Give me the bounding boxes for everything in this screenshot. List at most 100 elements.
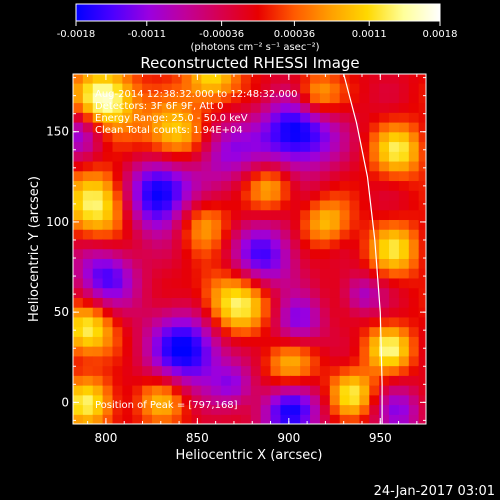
heatmap-cell — [152, 414, 163, 424]
heatmap-cell — [102, 355, 114, 367]
heatmap-cell — [280, 219, 291, 230]
heatmap-cell — [379, 316, 390, 328]
heatmap-cell — [142, 385, 153, 396]
heatmap-cell — [122, 151, 133, 162]
heatmap-cell — [211, 346, 222, 357]
heatmap-cell — [161, 385, 173, 396]
heatmap-cell — [300, 131, 311, 143]
heatmap-cell — [300, 102, 311, 113]
heatmap-cell — [92, 375, 104, 386]
heatmap-cell — [201, 258, 212, 269]
heatmap-cell — [122, 160, 133, 172]
heatmap-cell — [201, 190, 212, 201]
heatmap-cell — [369, 287, 380, 298]
heatmap-cell — [359, 170, 370, 182]
heatmap-cell — [319, 385, 331, 396]
heatmap-cell — [369, 404, 380, 415]
heatmap-cell — [171, 414, 183, 424]
heatmap-cell — [73, 151, 84, 162]
heatmap-cell — [142, 83, 153, 94]
heatmap-cell — [122, 346, 133, 357]
heatmap-cell — [418, 151, 426, 162]
heatmap-cell — [359, 83, 370, 94]
heatmap-cell — [359, 297, 370, 308]
heatmap-cell — [270, 121, 282, 133]
heatmap-cell — [152, 131, 163, 143]
heatmap-cell — [240, 268, 252, 279]
heatmap-cell — [270, 92, 282, 104]
heatmap-cell — [280, 297, 291, 308]
heatmap-cell — [181, 248, 193, 259]
heatmap-cell — [389, 258, 400, 269]
heatmap-cell — [329, 258, 341, 269]
heatmap-cell — [231, 74, 242, 84]
heatmap-cell — [132, 404, 143, 415]
heatmap-cell — [82, 190, 94, 201]
heatmap-cell — [191, 131, 202, 143]
heatmap-cell — [398, 375, 410, 386]
heatmap-cell — [389, 414, 400, 424]
heatmap-cell — [73, 112, 84, 123]
heatmap-cell — [349, 83, 361, 94]
heatmap-cell — [92, 112, 104, 123]
heatmap-cell — [191, 141, 202, 152]
heatmap-cell — [408, 375, 420, 386]
heatmap-cell — [300, 92, 311, 104]
heatmap-cell — [132, 277, 143, 289]
heatmap-cell — [329, 170, 341, 182]
heatmap-cell — [142, 121, 153, 133]
heatmap-cell — [408, 102, 420, 113]
heatmap-cell — [418, 414, 426, 424]
heatmap-cell — [181, 229, 193, 240]
heatmap-cell — [349, 316, 361, 328]
heatmap-cell — [142, 170, 153, 182]
heatmap-cell — [132, 365, 143, 376]
heatmap-cell — [161, 151, 173, 162]
heatmap-cell — [250, 375, 262, 386]
heatmap-cell — [280, 287, 291, 298]
x-tick-label: 850 — [186, 431, 209, 445]
heatmap-cell — [152, 404, 163, 415]
heatmap-cell — [161, 219, 173, 230]
heatmap-cell — [201, 307, 212, 318]
heatmap-cell — [280, 365, 291, 376]
heatmap-cell — [300, 404, 311, 415]
heatmap-cell — [221, 414, 232, 424]
heatmap-cell — [142, 355, 153, 367]
heatmap-cell — [379, 277, 390, 289]
heatmap-cell — [73, 141, 84, 152]
heatmap-cell — [240, 277, 252, 289]
heatmap-cell — [240, 190, 252, 201]
heatmap-cell — [389, 316, 400, 328]
heatmap-cell — [132, 151, 143, 162]
heatmap-cell — [92, 365, 104, 376]
heatmap-cell — [211, 102, 222, 113]
heatmap-cell — [102, 375, 114, 386]
heatmap-cell — [290, 248, 301, 259]
heatmap-cell — [359, 102, 370, 113]
heatmap-cell — [82, 83, 94, 94]
heatmap-cell — [240, 307, 252, 318]
heatmap-cell — [201, 121, 212, 133]
heatmap-cell — [211, 190, 222, 201]
heatmap-cell — [82, 170, 94, 182]
heatmap-cell — [102, 365, 114, 376]
heatmap-cell — [181, 141, 193, 152]
heatmap-cell — [369, 102, 380, 113]
x-tick-label: 900 — [277, 431, 300, 445]
heatmap-cell — [408, 248, 420, 259]
heatmap-cell — [102, 170, 114, 182]
heatmap-cell — [250, 102, 262, 113]
heatmap-cell — [250, 83, 262, 94]
heatmap-cell — [319, 277, 331, 289]
heatmap-cell — [161, 238, 173, 250]
heatmap-cell — [349, 385, 361, 396]
heatmap-cell — [389, 346, 400, 357]
heatmap-cell — [319, 355, 331, 367]
heatmap-cell — [389, 209, 400, 221]
heatmap-cell — [418, 83, 426, 94]
heatmap-cell — [221, 258, 232, 269]
heatmap-cell — [280, 248, 291, 259]
heatmap-cell — [398, 297, 410, 308]
heatmap-cell — [310, 287, 321, 298]
